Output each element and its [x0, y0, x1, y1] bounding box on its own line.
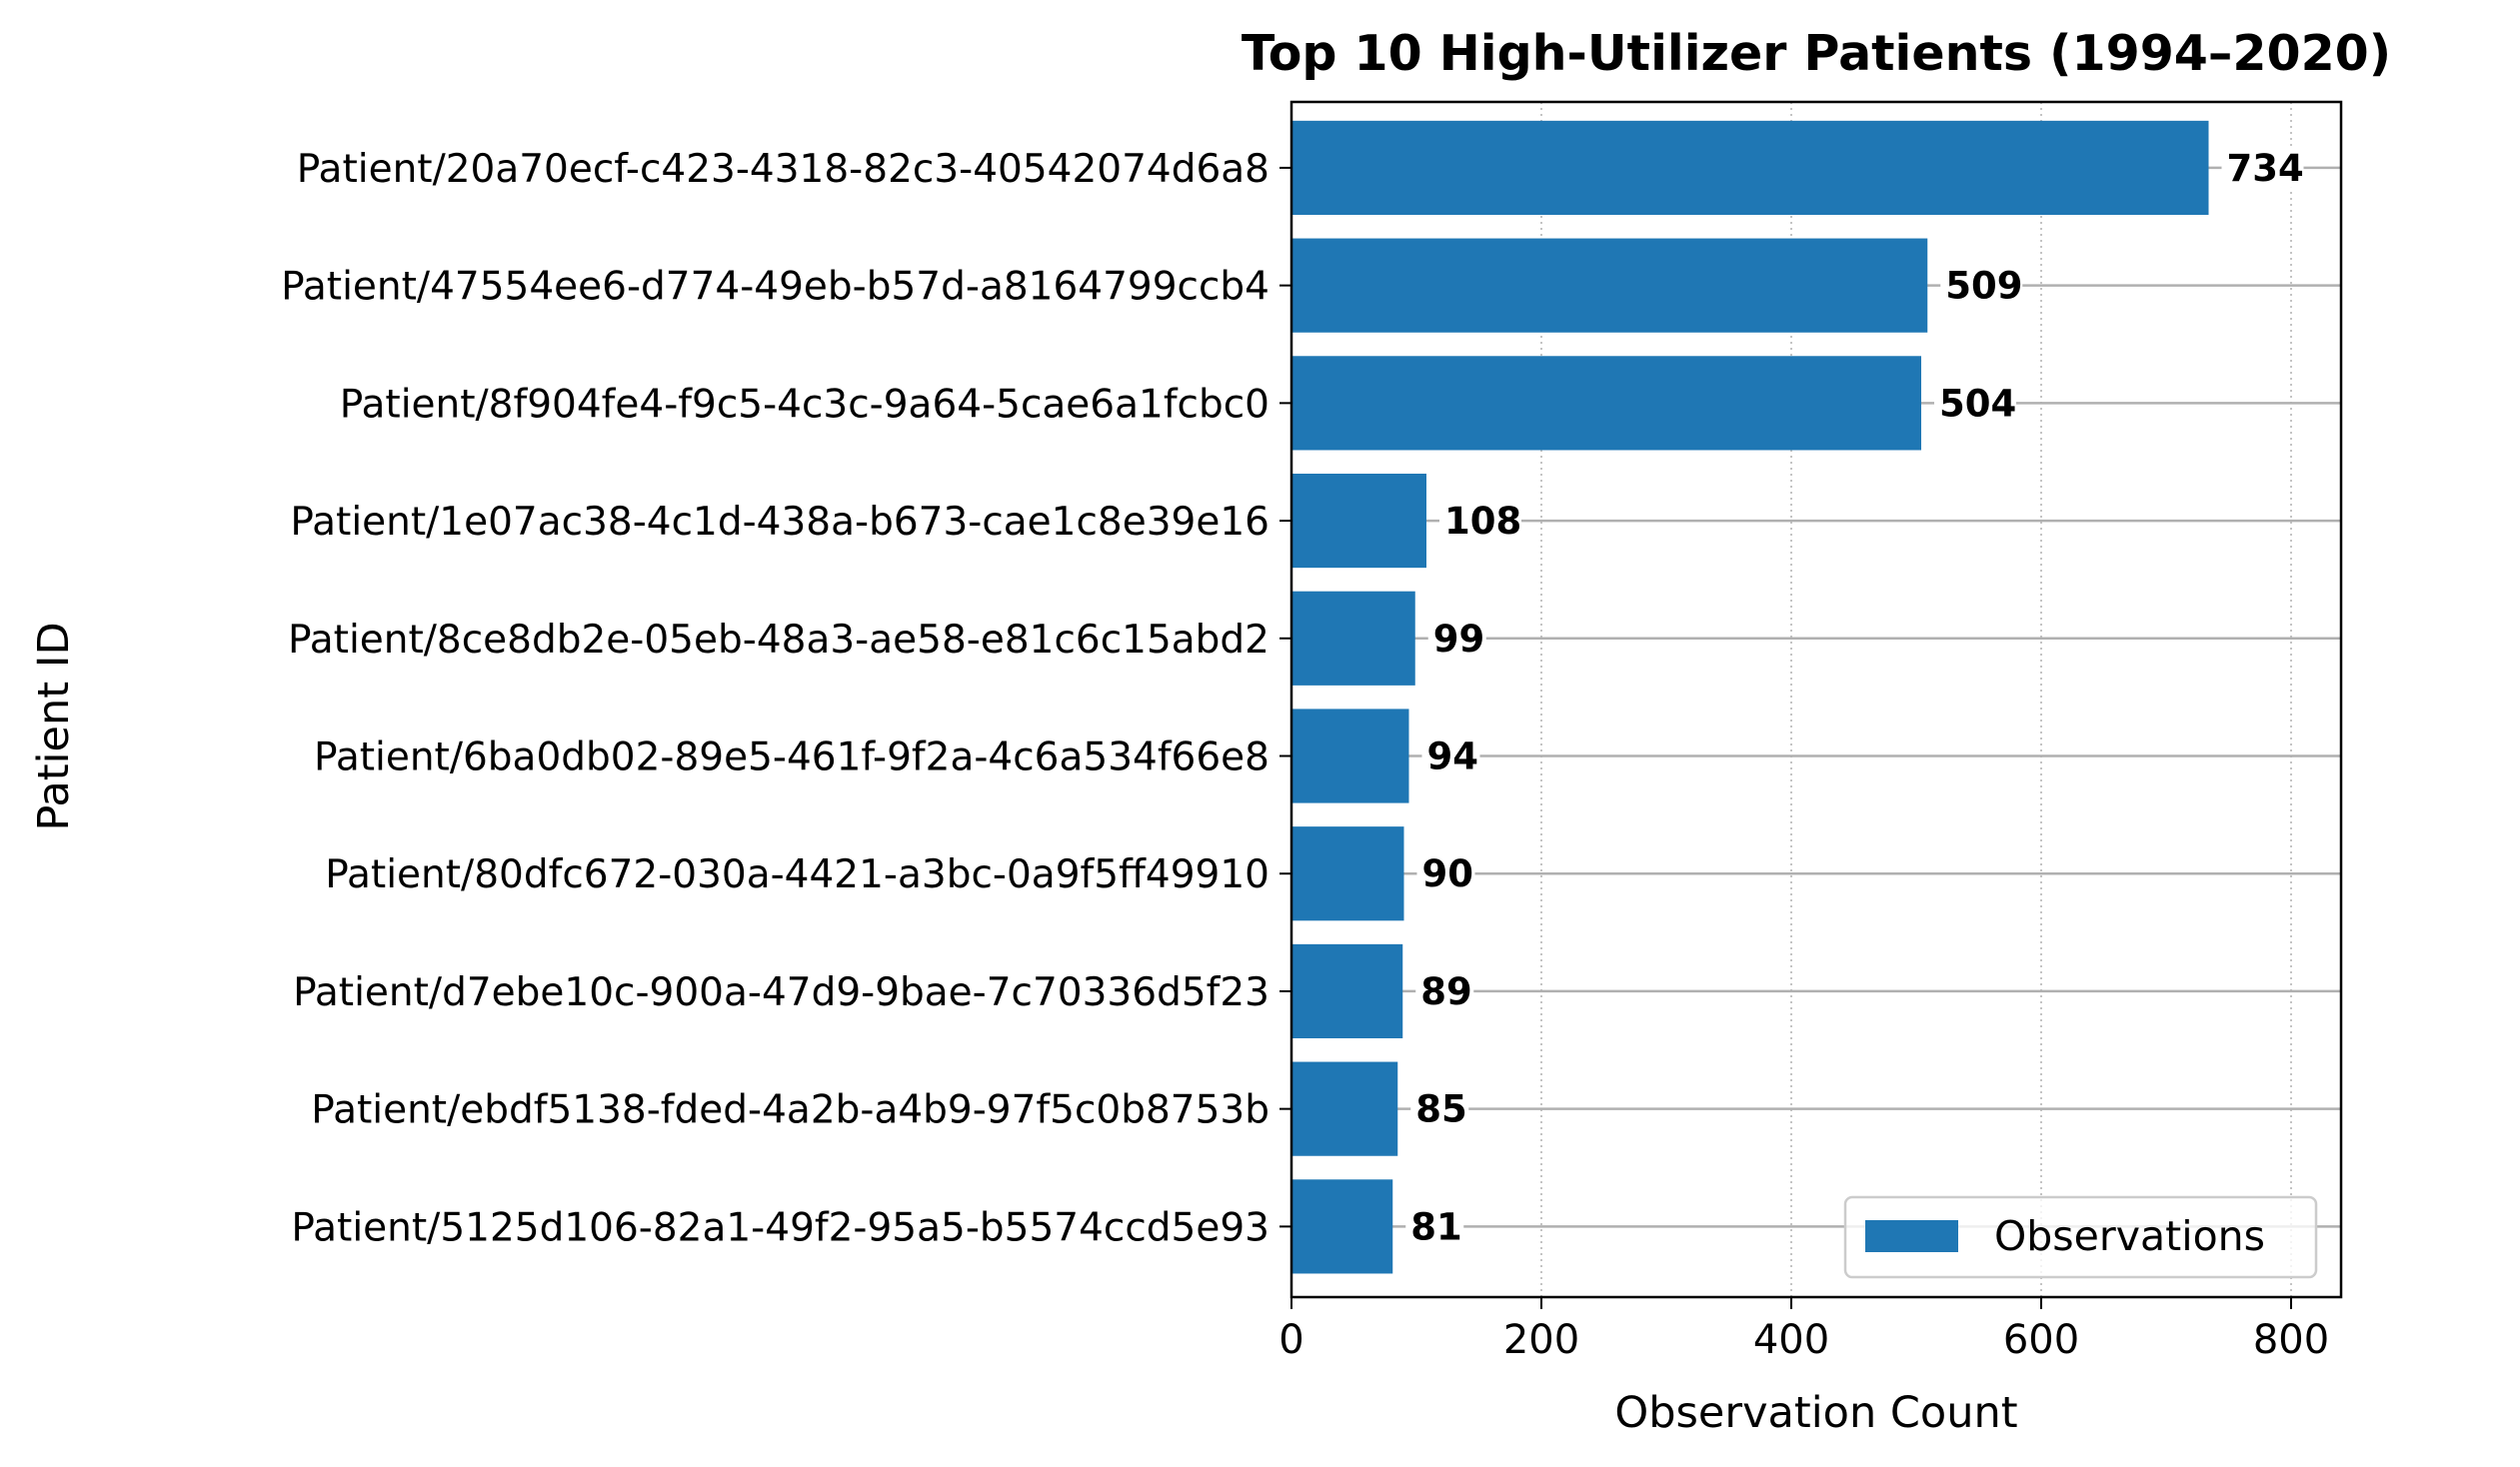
legend-frame	[1843, 1195, 2318, 1279]
bar-value-label-bg	[1410, 1088, 1469, 1129]
bar	[1291, 1179, 1393, 1274]
bar-value-label-bg	[1405, 1206, 1464, 1247]
y-tick-label: Patient/ebdf5138-fded-4a2b-a4b9-97f5c0b8…	[311, 1088, 1269, 1133]
bar	[1291, 356, 1921, 451]
x-tick-label: 200	[1503, 1317, 1579, 1363]
y-tick-label: Patient/20a70ecf-c423-4318-82c3-40542074…	[297, 147, 1269, 192]
bar-value-label: 509	[1945, 265, 2022, 308]
legend-swatch	[1865, 1220, 1958, 1252]
y-tick-label: Patient/5125d106-82a1-49f2-95a5-b5574ccd…	[291, 1205, 1269, 1250]
y-tick-label: Patient/6ba0db02-89e5-461f-9f2a-4c6a534f…	[314, 735, 1269, 780]
x-tick-label: 800	[2253, 1317, 2329, 1363]
legend-label: Observations	[1994, 1212, 2265, 1260]
bar	[1291, 943, 1403, 1039]
y-tick-label: Patient/8ce8db2e-05eb-48a3-ae58-e81c6c15…	[288, 618, 1269, 663]
legend: Observations	[1843, 1195, 2318, 1279]
bar-value-label: 90	[1422, 852, 1474, 895]
labels-layer: 734 509 504 108 99 94 90 89 85 81	[1405, 147, 2304, 1248]
y-tick-label: Patient/1e07ac38-4c1d-438a-b673-cae1c8e3…	[290, 500, 1269, 545]
x-tick-label: 600	[2003, 1317, 2079, 1363]
bar	[1291, 238, 1928, 333]
bar-value-label-bg	[1415, 970, 1474, 1011]
x-axis-label: Observation Count	[1614, 1388, 2017, 1438]
bar	[1291, 473, 1426, 569]
x-tick-label: 0	[1278, 1317, 1303, 1363]
bar-value-label-bg	[2221, 147, 2304, 188]
bar-value-label-bg	[1940, 265, 2023, 306]
y-tick-label: Patient/8f904fe4-f9c5-4c3c-9a64-5cae6a1f…	[340, 382, 1269, 427]
bar-value-label-bg	[1934, 383, 2016, 424]
axes-layer: 0 200 400 600 800 Patient/20a70ecf-c423-4318-…	[281, 147, 2329, 1363]
bars-layer	[1291, 120, 2209, 1274]
bar	[1291, 826, 1404, 921]
bar-value-label: 108	[1444, 500, 1521, 543]
bar-value-label: 81	[1410, 1205, 1462, 1248]
bar-value-label: 504	[1939, 382, 2016, 425]
bar-value-label: 85	[1415, 1088, 1467, 1131]
bar-value-label-bg	[1416, 853, 1475, 894]
bar-value-label: 734	[2227, 147, 2304, 190]
bar-value-label-bg	[1421, 735, 1480, 776]
y-axis-label: Patient ID	[29, 622, 79, 830]
y-tick-label: Patient/80dfc672-030a-4421-a3bc-0a9f5ff4…	[325, 852, 1269, 897]
bar	[1291, 120, 2209, 216]
y-tick-label: Patient/d7ebe10c-900a-47d9-9bae-7c70336d…	[293, 970, 1269, 1015]
bar-value-label: 99	[1433, 618, 1485, 661]
bar-value-label: 89	[1420, 970, 1472, 1013]
bar-value-label-bg	[1427, 618, 1486, 659]
bar	[1291, 1061, 1398, 1156]
x-tick-label: 400	[1753, 1317, 1829, 1363]
bar-value-label-bg	[1439, 501, 1521, 542]
plot-frame	[1289, 100, 2343, 1299]
chart-title: Top 10 High-Utilizer Patients (1994–2020…	[1242, 25, 2391, 82]
y-tick-label: Patient/47554ee6-d774-49eb-b57d-a8164799…	[281, 265, 1269, 310]
bar	[1291, 591, 1415, 686]
bar	[1291, 709, 1409, 803]
bar-value-label: 94	[1427, 735, 1479, 778]
